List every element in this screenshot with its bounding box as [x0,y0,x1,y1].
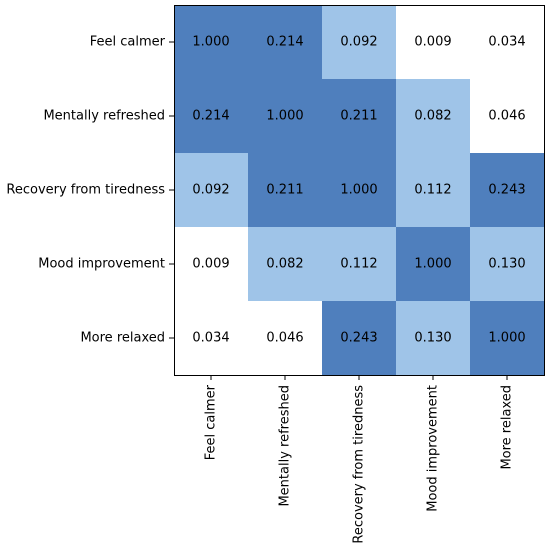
cell-value-label: 0.082 [414,109,451,124]
heatmap-cell [470,153,545,228]
heatmap-cell [248,5,323,80]
heatmap-cell [396,79,471,154]
cell-value-label: 0.214 [192,109,229,124]
cell-value-label: 0.130 [414,331,451,346]
heatmap-value-labels: 1.000 0.214 0.092 0.009 0.034 0.214 1.000 0.211… [192,35,525,346]
y-tick-label: Mood improvement [38,257,165,272]
heatmap-cell [396,227,471,302]
heatmap-cell [248,301,323,376]
heatmap-cell [470,79,545,154]
y-tick-label: Recovery from tiredness [6,183,165,198]
y-tick-label: More relaxed [80,331,165,346]
heatmap-cell [174,5,249,80]
heatmap-cell [322,5,397,80]
y-tick-label: Feel calmer [90,35,166,50]
cell-value-label: 0.130 [488,257,525,272]
y-axis-ticks: Feel calmer Mentally refreshed Recovery fr… [6,35,174,346]
x-tick-label: Mentally refreshed [278,385,293,507]
heatmap-cell [248,153,323,228]
heatmap-cell [174,79,249,154]
heatmap-cell [248,227,323,302]
heatmap-cell [470,5,545,80]
heatmap-cell [174,227,249,302]
heatmap-cell [322,227,397,302]
cell-value-label: 1.000 [340,183,377,198]
cell-value-label: 0.034 [488,35,525,50]
heatmap-cell [174,153,249,228]
heatmap-cell [174,301,249,376]
cell-value-label: 0.214 [266,35,303,50]
cell-value-label: 0.082 [266,257,303,272]
heatmap-cell [396,5,471,80]
heatmap-cell [470,301,545,376]
heatmap-cell [396,153,471,228]
cell-value-label: 1.000 [414,257,451,272]
cell-value-label: 1.000 [488,331,525,346]
heatmap-cell [396,301,471,376]
heatmap-cell [470,227,545,302]
x-tick-label: Mood improvement [426,385,441,512]
heatmap-cell [322,79,397,154]
x-axis-ticks: Feel calmer Mentally refreshed Recovery fr… [204,375,515,544]
x-tick-label: More relaxed [500,385,515,470]
heatmap-cells [174,5,545,376]
x-tick-label: Feel calmer [204,384,219,460]
cell-value-label: 0.092 [340,35,377,50]
cell-value-label: 0.046 [266,331,303,346]
cell-value-label: 0.034 [192,331,229,346]
cell-value-label: 0.112 [340,257,377,272]
cell-value-label: 0.092 [192,183,229,198]
cell-value-label: 0.009 [192,257,229,272]
y-tick-label: Mentally refreshed [43,109,165,124]
heatmap-cell [322,153,397,228]
cell-value-label: 0.211 [340,109,377,124]
heatmap-cell [248,79,323,154]
cell-value-label: 0.211 [266,183,303,198]
heatmap-cell [322,301,397,376]
cell-value-label: 0.243 [340,331,377,346]
cell-value-label: 1.000 [266,109,303,124]
cell-value-label: 1.000 [192,35,229,50]
x-tick-label: Recovery from tiredness [352,385,367,544]
cell-value-label: 0.009 [414,35,451,50]
cell-value-label: 0.112 [414,183,451,198]
cell-value-label: 0.046 [488,109,525,124]
cell-value-label: 0.243 [488,183,525,198]
